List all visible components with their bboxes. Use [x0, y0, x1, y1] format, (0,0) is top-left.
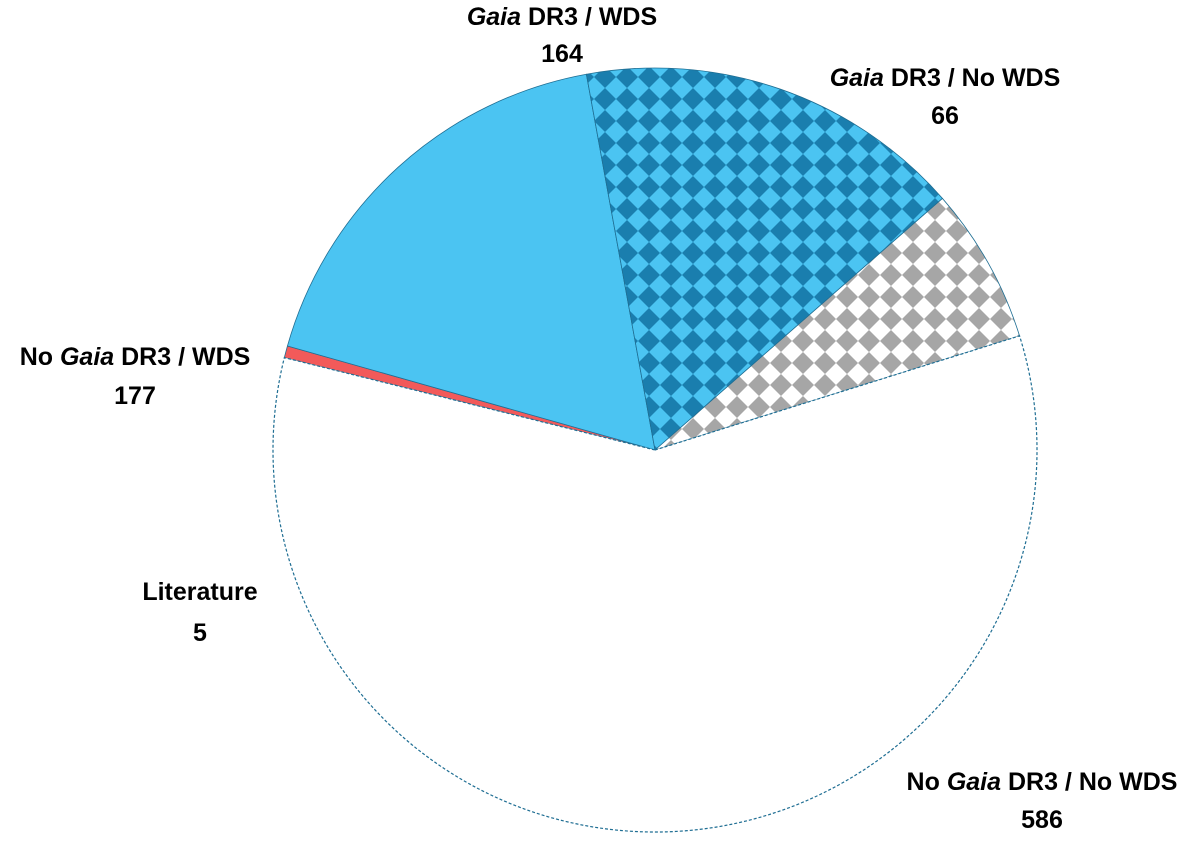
pie-slice-gaia-wds: [585, 67, 944, 451]
slice-label-gaia-wds: Gaia DR3 / WDS: [467, 3, 657, 31]
pie-slice-gaia-no-wds: [654, 197, 1021, 451]
slice-label-gaia-no-wds: Gaia DR3 / No WDS: [830, 64, 1061, 92]
slice-label-no-gaia-wds: No Gaia DR3 / WDS: [20, 343, 251, 371]
slice-label-no-gaia-no-wds: No Gaia DR3 / No WDS: [907, 768, 1178, 796]
slice-value-no-gaia-no-wds: 586: [1021, 806, 1063, 834]
slice-value-no-gaia-wds: 177: [114, 382, 156, 410]
slice-value-gaia-no-wds: 66: [931, 102, 959, 130]
pie-slice-no-gaia-wds: [286, 73, 656, 451]
labels-layer: Literature 5 No Gaia DR3 / WDS 177 Gaia DR3 …: [20, 3, 1178, 834]
pie-slice-no-gaia-no-wds: [272, 335, 1038, 833]
slices-layer: [272, 67, 1038, 833]
slice-value-literature: 5: [193, 619, 207, 647]
slice-value-gaia-wds: 164: [541, 40, 583, 68]
slice-label-literature: Literature: [142, 578, 257, 606]
